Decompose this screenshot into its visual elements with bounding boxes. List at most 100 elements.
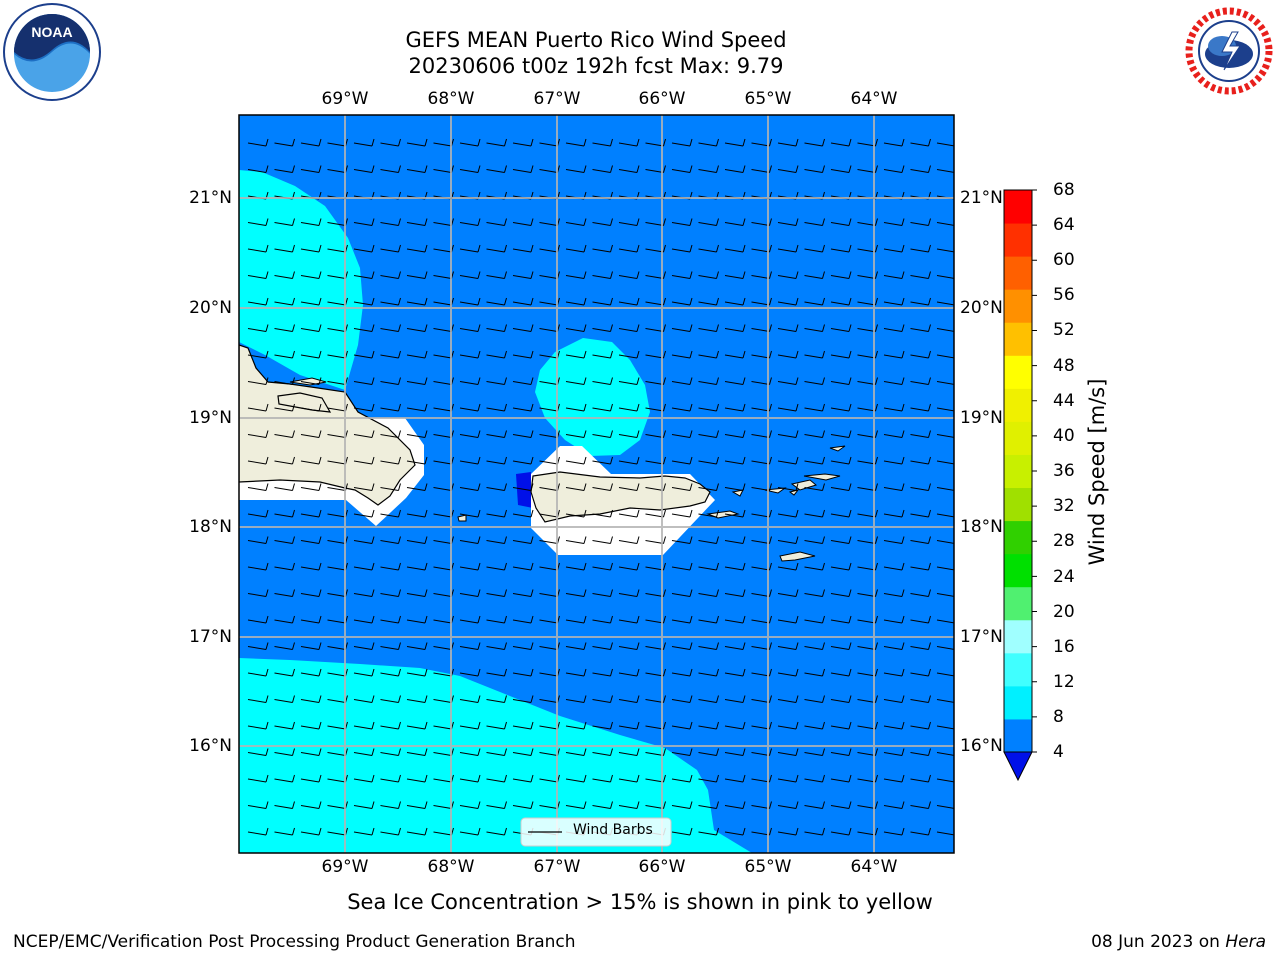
wind-barb bbox=[698, 774, 719, 783]
wind-barb bbox=[459, 774, 481, 783]
wind-barb bbox=[565, 774, 587, 783]
wind-barb bbox=[724, 615, 746, 624]
wind-barb bbox=[274, 483, 295, 491]
wind-barb bbox=[645, 748, 666, 756]
wind-barb bbox=[804, 430, 825, 438]
wind-barb bbox=[671, 403, 693, 412]
wind-barb bbox=[645, 430, 666, 438]
wind-barb bbox=[804, 456, 825, 465]
wind-barb bbox=[724, 165, 746, 173]
wind-barb bbox=[486, 218, 507, 226]
colorbar-tick: 4 bbox=[1053, 742, 1064, 762]
wind-barb bbox=[883, 589, 905, 597]
wind-barb bbox=[910, 403, 931, 412]
wind-barb bbox=[804, 642, 825, 650]
wind-barb bbox=[353, 165, 375, 173]
wind-barb bbox=[353, 695, 375, 703]
wind-barb bbox=[565, 589, 587, 597]
wind-barb bbox=[406, 324, 428, 332]
wind-barb bbox=[592, 483, 613, 491]
wind-barb bbox=[565, 403, 587, 412]
wind-barb bbox=[777, 297, 799, 306]
colorbar-band bbox=[1004, 256, 1032, 290]
wind-barb bbox=[910, 165, 931, 173]
lon-label-bottom: 68°W bbox=[427, 857, 475, 877]
colorbar-tick: 64 bbox=[1053, 215, 1075, 235]
wind-barb bbox=[936, 778, 954, 783]
wind-barb bbox=[777, 456, 799, 465]
wind-barb bbox=[645, 774, 666, 783]
wind-barb bbox=[247, 271, 269, 279]
wind-barb bbox=[857, 536, 878, 544]
wind-barb bbox=[724, 350, 746, 359]
wind-barb bbox=[936, 725, 954, 730]
wind-barb bbox=[671, 748, 693, 756]
wind-barb bbox=[751, 324, 772, 332]
colorbar-tick: 16 bbox=[1053, 637, 1075, 657]
wind-barb bbox=[618, 509, 640, 518]
wind-barb bbox=[486, 748, 507, 756]
wind-barb bbox=[910, 536, 931, 544]
wind-barb bbox=[406, 801, 428, 809]
wind-barb bbox=[486, 668, 507, 677]
wind-barb bbox=[512, 642, 534, 650]
wind-barb bbox=[751, 244, 772, 253]
wind-contour-low bbox=[516, 472, 533, 508]
wind-barb bbox=[645, 456, 666, 465]
wind-barb bbox=[618, 774, 640, 783]
wind-barb bbox=[910, 827, 931, 836]
wind-barb bbox=[857, 695, 878, 703]
wind-barb bbox=[486, 165, 507, 173]
wind-barb bbox=[777, 377, 799, 385]
wind-barb bbox=[380, 377, 401, 385]
wind-barb bbox=[353, 536, 375, 544]
land-virgin-islands bbox=[764, 445, 846, 496]
wind-barb bbox=[274, 695, 295, 703]
wind-barb bbox=[380, 642, 401, 650]
wind-barb bbox=[565, 801, 587, 809]
wind-barb bbox=[645, 218, 666, 226]
wind-barb bbox=[671, 430, 693, 438]
wind-barb bbox=[459, 324, 481, 332]
wind-barb bbox=[910, 456, 931, 465]
wind-barb bbox=[883, 536, 905, 544]
wind-barb bbox=[459, 483, 481, 491]
wind-barb bbox=[565, 748, 587, 756]
wind-barb bbox=[936, 672, 954, 677]
wind-barb bbox=[698, 218, 719, 226]
wind-barb bbox=[247, 536, 269, 544]
wind-barb bbox=[353, 138, 375, 147]
wind-barb bbox=[751, 668, 772, 677]
wind-barb bbox=[936, 434, 954, 438]
wind-barb bbox=[274, 324, 295, 332]
wind-barb bbox=[883, 350, 905, 359]
wind-barb bbox=[671, 218, 693, 226]
colorbar-tick: 60 bbox=[1053, 250, 1075, 270]
wind-barb bbox=[910, 350, 931, 359]
colorbar-tick: 52 bbox=[1053, 320, 1075, 340]
wind-barb bbox=[671, 536, 693, 544]
wind-barb bbox=[883, 801, 905, 809]
wind-barb bbox=[830, 668, 852, 677]
wind-barb bbox=[406, 165, 428, 173]
wind-barb bbox=[671, 668, 693, 677]
lon-label-bottom: 67°W bbox=[533, 857, 581, 877]
wind-barb bbox=[857, 165, 878, 173]
wind-barb bbox=[300, 350, 322, 359]
nws-logo bbox=[1180, 2, 1278, 100]
lon-label-top: 69°W bbox=[321, 89, 369, 109]
wind-barb bbox=[777, 536, 799, 544]
wind-barb bbox=[857, 430, 878, 438]
wind-barb bbox=[936, 407, 954, 412]
wind-barb bbox=[592, 562, 613, 571]
wind-barb bbox=[380, 615, 401, 624]
wind-barb bbox=[592, 430, 613, 438]
wind-barb bbox=[751, 695, 772, 703]
wind-barb bbox=[830, 748, 852, 756]
wind-barb bbox=[353, 721, 375, 730]
wind-barb bbox=[936, 699, 954, 703]
wind-barb bbox=[751, 721, 772, 730]
wind-barb bbox=[645, 403, 666, 412]
wind-barb bbox=[645, 589, 666, 597]
